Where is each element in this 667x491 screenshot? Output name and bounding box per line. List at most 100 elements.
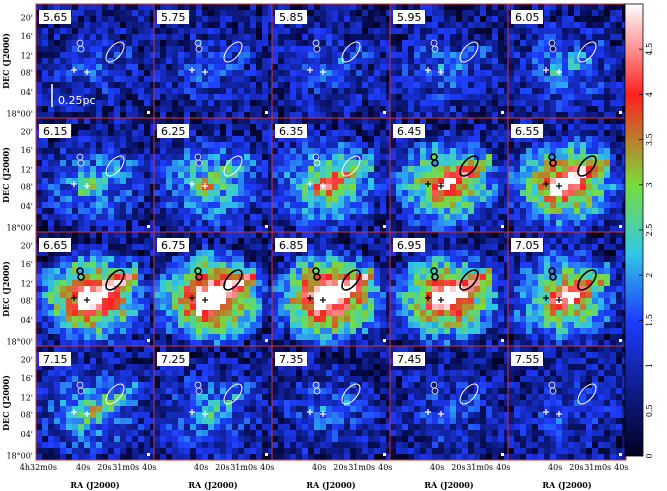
intensity-pixel [456, 142, 462, 148]
intensity-pixel [350, 130, 356, 136]
intensity-pixel [226, 178, 232, 184]
intensity-pixel [126, 298, 132, 304]
intensity-pixel [480, 76, 486, 82]
intensity-pixel [54, 28, 60, 34]
intensity-pixel [144, 310, 150, 316]
intensity-pixel [244, 232, 250, 238]
intensity-pixel [296, 70, 302, 76]
intensity-pixel [36, 250, 42, 256]
intensity-pixel [390, 190, 396, 196]
intensity-pixel [504, 16, 508, 22]
intensity-pixel [138, 34, 144, 40]
intensity-pixel [492, 70, 498, 76]
intensity-pixel [262, 214, 268, 220]
intensity-pixel [456, 46, 462, 52]
intensity-pixel [284, 274, 290, 280]
intensity-pixel [504, 112, 508, 118]
intensity-pixel [320, 34, 326, 40]
intensity-pixel [108, 184, 114, 190]
intensity-pixel [102, 328, 108, 334]
intensity-pixel [220, 4, 226, 10]
intensity-pixel [166, 34, 172, 40]
intensity-pixel [374, 40, 380, 46]
intensity-pixel [544, 160, 550, 166]
intensity-pixel [420, 196, 426, 202]
intensity-pixel [262, 178, 268, 184]
intensity-pixel [562, 142, 568, 148]
intensity-pixel [586, 46, 592, 52]
intensity-pixel [580, 52, 586, 58]
intensity-pixel [550, 214, 556, 220]
intensity-pixel [598, 88, 604, 94]
intensity-pixel [126, 286, 132, 292]
intensity-pixel [462, 208, 468, 214]
intensity-pixel [120, 70, 126, 76]
intensity-pixel [268, 118, 272, 124]
intensity-pixel [284, 178, 290, 184]
intensity-pixel [380, 232, 386, 238]
intensity-pixel [344, 40, 350, 46]
intensity-pixel [356, 172, 362, 178]
intensity-pixel [438, 190, 444, 196]
intensity-pixel [296, 202, 302, 208]
intensity-pixel [66, 256, 72, 262]
intensity-pixel [244, 238, 250, 244]
intensity-pixel [386, 250, 390, 256]
intensity-pixel [78, 178, 84, 184]
intensity-pixel [196, 220, 202, 226]
intensity-pixel [356, 178, 362, 184]
intensity-pixel [498, 88, 504, 94]
intensity-pixel [450, 40, 456, 46]
intensity-pixel [350, 52, 356, 58]
intensity-pixel [250, 202, 256, 208]
intensity-pixel [166, 274, 172, 280]
intensity-pixel [380, 40, 386, 46]
intensity-pixel [580, 172, 586, 178]
intensity-pixel [232, 196, 238, 202]
intensity-pixel [350, 34, 356, 40]
intensity-pixel [214, 76, 220, 82]
intensity-pixel [232, 10, 238, 16]
intensity-pixel [244, 22, 250, 28]
intensity-pixel [90, 244, 96, 250]
intensity-pixel [96, 292, 102, 298]
intensity-pixel [256, 298, 262, 304]
intensity-pixel [166, 106, 172, 112]
intensity-pixel [144, 208, 150, 214]
intensity-pixel [492, 64, 498, 70]
intensity-pixel [302, 100, 308, 106]
intensity-pixel [302, 268, 308, 274]
intensity-pixel [36, 76, 42, 82]
intensity-pixel [160, 70, 166, 76]
intensity-pixel [42, 286, 48, 292]
intensity-pixel [498, 214, 504, 220]
intensity-pixel [314, 16, 320, 22]
intensity-pixel [72, 76, 78, 82]
intensity-pixel [380, 172, 386, 178]
intensity-pixel [102, 304, 108, 310]
intensity-pixel [132, 214, 138, 220]
intensity-pixel [350, 46, 356, 52]
intensity-pixel [150, 4, 154, 10]
intensity-pixel [374, 160, 380, 166]
intensity-pixel [390, 184, 396, 190]
intensity-pixel [426, 178, 432, 184]
intensity-pixel [350, 88, 356, 94]
intensity-pixel [344, 280, 350, 286]
intensity-pixel [108, 304, 114, 310]
intensity-pixel [256, 196, 262, 202]
intensity-pixel [480, 214, 486, 220]
intensity-pixel [256, 64, 262, 70]
intensity-pixel [456, 82, 462, 88]
intensity-pixel [268, 100, 272, 106]
intensity-pixel [262, 238, 268, 244]
intensity-pixel [604, 190, 610, 196]
intensity-pixel [78, 106, 84, 112]
intensity-pixel [238, 76, 244, 82]
intensity-pixel [362, 124, 368, 130]
intensity-pixel [220, 310, 226, 316]
intensity-pixel [78, 40, 84, 46]
source-marker [313, 45, 321, 53]
intensity-pixel [220, 34, 226, 40]
intensity-pixel [386, 304, 390, 310]
